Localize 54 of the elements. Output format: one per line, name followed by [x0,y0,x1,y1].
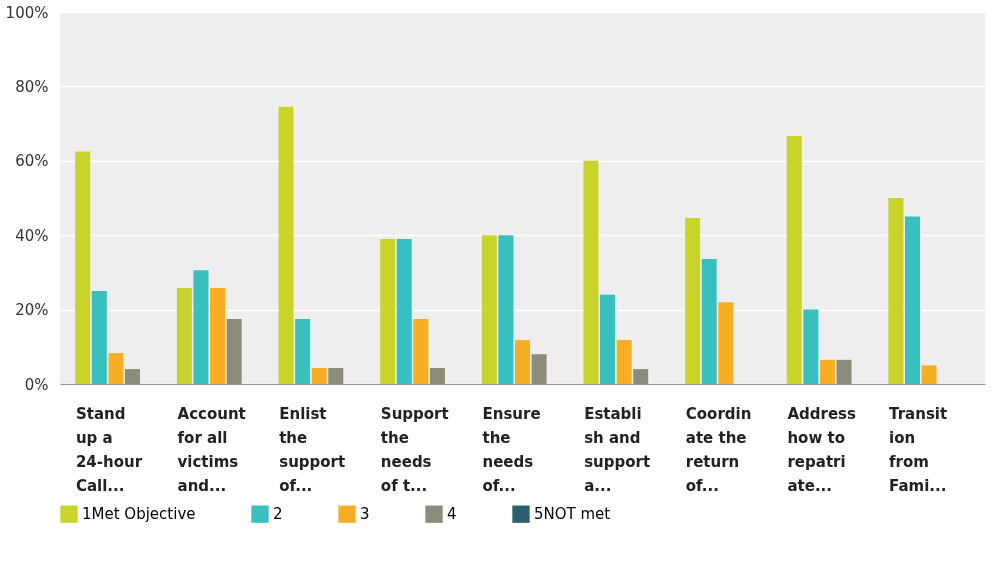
bar [193,270,209,384]
bar [396,238,412,384]
bar [311,368,327,384]
bar [295,318,311,384]
y-tick-label: 40% [15,226,49,245]
x-tick-label: Establish and support a... [584,404,651,495]
x-tick-label: Enlist the support of... [279,404,346,495]
bar [226,318,242,384]
bar [75,151,91,384]
bar [108,353,124,384]
x-tick-label: Transition from Fami... [889,404,948,495]
bar [616,340,632,384]
bar [921,365,937,384]
bar [701,259,717,384]
bar [515,340,530,384]
bar [803,309,819,384]
legend-label: 5NOT met [534,505,611,524]
x-tick-label: Support the needs of t... [380,404,449,495]
bar [91,291,107,384]
legend-label: 4 [447,505,457,524]
bar [481,235,497,384]
y-tick-label: 100% [5,3,49,22]
bar [498,235,514,384]
bar [600,294,616,384]
legend-label: 1Met Objective [82,505,196,524]
x-tick-label: Address how to repatriate... [787,404,857,495]
x-tick-label: Coordinate the return of... [685,404,752,495]
x-tick-label: Stand up a 24-hour Call... [75,404,143,495]
bar [786,135,802,384]
bar [429,368,445,384]
bar [531,354,547,384]
bar [685,218,701,384]
bar [633,369,649,384]
y-tick-label: 20% [15,301,49,320]
bar [905,216,920,384]
y-tick-label: 80% [15,77,49,96]
bar [888,198,904,384]
bar [380,238,396,384]
bar [210,288,226,384]
y-tick-label: 0% [24,375,49,394]
bar [836,359,852,384]
legend-label: 3 [360,505,370,524]
y-tick-label: 60% [15,152,49,171]
legend-label: 2 [273,505,283,524]
bar [819,359,835,384]
bar [125,369,140,384]
x-tick-label: Account for all victims and... [177,404,246,495]
bar [583,160,599,384]
bar [718,302,734,384]
bar [176,288,192,384]
x-tick-label: Ensure the needs of... [482,404,541,495]
bar [328,368,344,384]
bar [413,318,429,384]
bar [278,106,294,384]
